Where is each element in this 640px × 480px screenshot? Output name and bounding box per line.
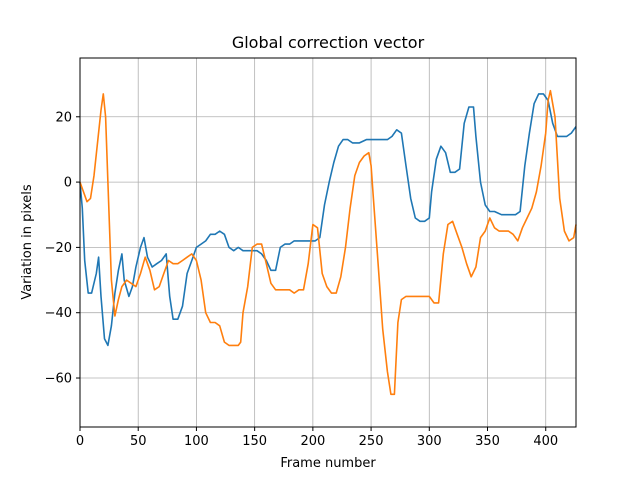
grid-layer: [79, 58, 576, 427]
x-tick-label: 0: [76, 434, 84, 449]
y-tick-label: 0: [64, 176, 72, 191]
x-tick-label: 50: [130, 434, 147, 449]
series-layer: [79, 89, 577, 396]
x-axis-title: Frame number: [280, 456, 376, 471]
y-tick-label: −60: [45, 372, 72, 387]
chart-title: Global correction vector: [232, 33, 425, 52]
x-tick-label: 150: [242, 434, 267, 449]
x-tick-label: 200: [300, 434, 325, 449]
y-tick-label: 20: [55, 110, 72, 125]
x-tick-label: 300: [417, 434, 442, 449]
y-tick-label: −40: [45, 306, 72, 321]
x-tick-label: 350: [475, 434, 500, 449]
x-tick-label: 100: [184, 434, 209, 449]
plot-frame: [79, 57, 577, 428]
y-tick-label: −20: [45, 241, 72, 256]
x-tick-label: 400: [533, 434, 558, 449]
series-line-1: [79, 93, 577, 347]
y-axis-title: Variation in pixels: [20, 184, 35, 300]
plot-area: [80, 58, 576, 427]
tick-layer: 0 50 100 150 200 250 300 350 400 −60 −40 −20 0 20: [45, 110, 559, 449]
x-tick-label: 250: [359, 434, 384, 449]
series-line-2: [79, 89, 577, 396]
